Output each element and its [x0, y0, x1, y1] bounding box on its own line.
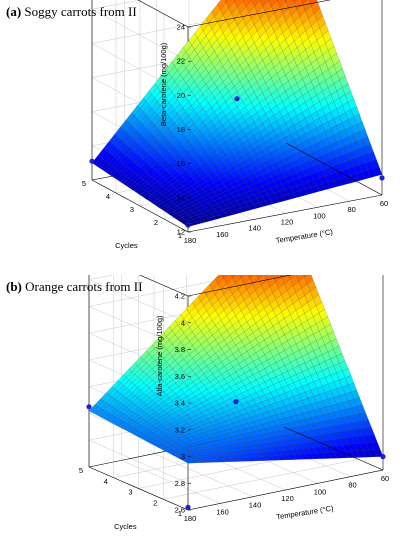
data-point [380, 454, 386, 460]
surface-mesh [91, 0, 383, 228]
y-tick-label: 1 [178, 231, 182, 240]
x-tick-label: 140 [249, 501, 262, 510]
x-tick-label: 60 [380, 199, 388, 208]
surface-patch [230, 275, 236, 279]
box-edge [91, 179, 189, 233]
y-tick-label: 3 [128, 488, 132, 497]
y-axis-label: Cycles [114, 522, 137, 531]
y-tick-label: 5 [82, 179, 86, 188]
data-point [185, 504, 191, 510]
y-tick-label: 3 [130, 205, 134, 214]
x-tick-label: 180 [184, 514, 197, 523]
x-tick-label: 140 [248, 224, 261, 233]
z-tick-label: 16 [177, 159, 185, 168]
surface-patch [224, 0, 229, 3]
z-tick-label: 14 [177, 193, 185, 202]
y-tick-label: 5 [79, 466, 83, 475]
x-tick-label: 160 [216, 507, 229, 516]
x-axis-label: Temperature (°C) [275, 227, 334, 245]
box-edge [138, 275, 189, 297]
x-tick-label: 80 [347, 205, 355, 214]
chart-title-text-b: Orange carrots from II [25, 279, 143, 294]
z-tick-label: 3.6 [175, 372, 185, 381]
y-axis-label: Cycles [115, 241, 138, 250]
surface-patch [222, 275, 227, 279]
surface-mesh [88, 275, 384, 464]
z-tick-label: 4.2 [175, 292, 185, 301]
surface-patch [293, 0, 298, 3]
chart-title-letter-b: (b) [6, 279, 22, 294]
surface-patch [373, 166, 383, 177]
z-tick-label: 24 [177, 23, 185, 32]
data-point [89, 158, 95, 164]
chart-panel-a: 12 14 16 18 20 22 24 1 2 3 4 5 180 160 140 120 100 80 60 Te… [6, 0, 388, 250]
y-tick-label: 4 [104, 477, 108, 486]
y-tick-label: 4 [106, 192, 110, 201]
data-point [234, 96, 240, 102]
surface-patch [239, 275, 245, 279]
box-edge-front [187, 0, 332, 28]
box-edge-front [285, 142, 383, 196]
box-edge [187, 194, 383, 233]
box-edge [88, 466, 189, 511]
chart-title-b: (b) Orange carrots from II [6, 279, 142, 295]
chart-title-a: (a) Soggy carrots from II [6, 4, 137, 20]
y-tick-label: 2 [154, 218, 158, 227]
box-edge [137, 0, 189, 28]
x-floor-gridline [121, 460, 221, 504]
x-tick-label: 100 [314, 487, 327, 496]
z-axis-label: Beta-carotene (mg/100g) [159, 42, 168, 126]
data-point [185, 222, 191, 228]
chart-panel-b: 2.6 2.8 3 3.2 3.4 3.6 3.8 4 4.2 1 2 3 4 5 180 160 140 120… [0, 275, 409, 550]
z-tick-label: 3 [181, 452, 185, 461]
x-tick-label: 60 [381, 474, 389, 483]
box-edge-front [187, 275, 292, 297]
data-point [86, 404, 92, 410]
x-tick-label: 160 [216, 230, 229, 239]
z-tick-label: 3.4 [175, 399, 185, 408]
z-tick-label: 20 [177, 91, 185, 100]
z-tick-label: 2.6 [175, 506, 185, 515]
x-axis-label: Temperature (°C) [276, 504, 335, 522]
x-tick-label: 100 [313, 211, 326, 220]
x-tick-label: 80 [348, 481, 356, 490]
box-edge [187, 469, 384, 511]
y-tick-label: 2 [153, 498, 157, 507]
z-tick-label: 12 [177, 228, 185, 237]
data-point [233, 399, 239, 405]
chart-title-letter-a: (a) [6, 4, 22, 19]
z-tick-label: 4 [181, 318, 185, 327]
z-tick-label: 3.8 [175, 345, 185, 354]
box-edge-front [283, 426, 384, 471]
z-tick-label: 3.2 [175, 425, 185, 434]
surface-chart-b: 2.6 2.8 3 3.2 3.4 3.6 3.8 4 4.2 1 2 3 4 5 180 160 140 120… [79, 275, 389, 531]
chart-title-text-a: Soggy carrots from II [24, 4, 137, 19]
y-tick-label: 1 [178, 509, 182, 518]
z-tick-label: 22 [177, 57, 185, 66]
surface-patch [248, 275, 254, 279]
z-tick-label: 2.8 [175, 479, 185, 488]
z-tick-label: 18 [177, 125, 185, 134]
data-point [379, 175, 385, 181]
x-floor-gridline [153, 453, 254, 497]
surface-chart-a: 12141618202224123451801601401201008060Te… [82, 0, 388, 250]
x-tick-label: 180 [184, 236, 197, 245]
x-tick-label: 120 [281, 218, 294, 227]
x-tick-label: 120 [281, 494, 294, 503]
surface-patch [233, 0, 237, 2]
z-axis-label: Alfa-carotene (mg/100g) [155, 315, 164, 396]
